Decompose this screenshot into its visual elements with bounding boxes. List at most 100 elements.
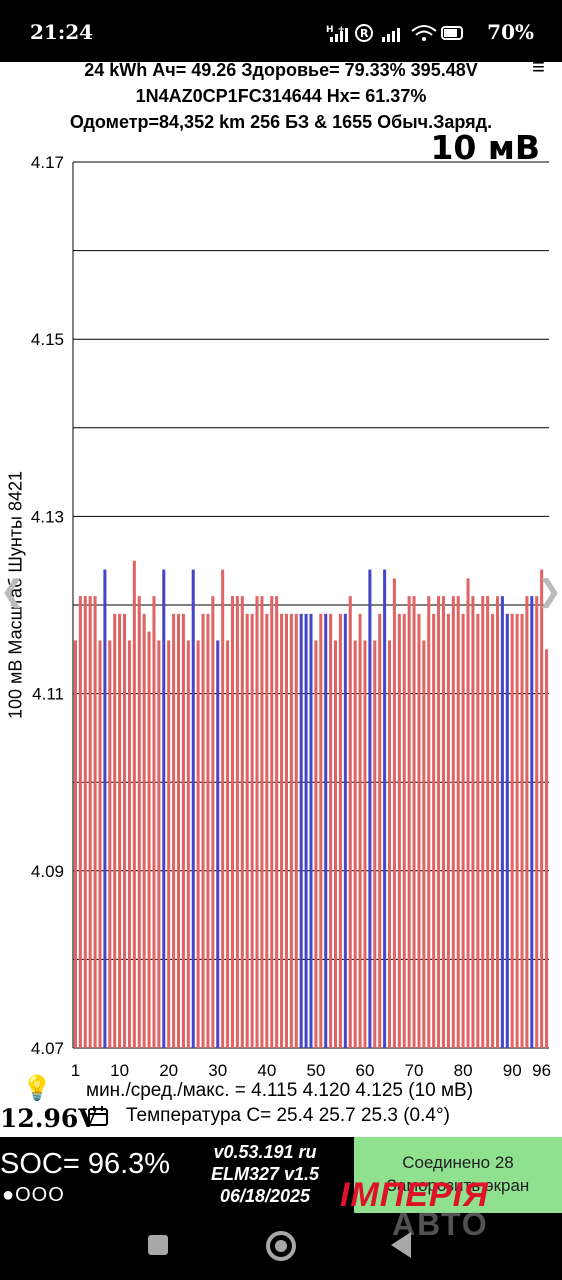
cell-bar[interactable]: [437, 596, 441, 1048]
cell-bar[interactable]: [157, 640, 161, 1048]
cell-bar[interactable]: [417, 613, 421, 1048]
cell-bar[interactable]: [289, 613, 293, 1048]
cell-bar[interactable]: [334, 640, 338, 1048]
cell-bar[interactable]: [378, 613, 382, 1048]
cell-bar[interactable]: [235, 596, 239, 1048]
cell-bar[interactable]: [491, 613, 495, 1048]
cell-bar[interactable]: [176, 613, 181, 1048]
cell-bar[interactable]: [181, 613, 185, 1048]
connect-button[interactable]: [354, 1137, 562, 1213]
lightbulb-icon[interactable]: 💡: [22, 1075, 52, 1102]
cell-voltage-chart[interactable]: 4.17 4.15 4.13 4.11 4.09 4.07 1 10 20 30 40 50 60 70…: [0, 0, 562, 1085]
cell-bar[interactable]: [245, 613, 249, 1048]
cell-bar[interactable]: [147, 631, 151, 1048]
cell-bar[interactable]: [461, 613, 465, 1048]
cell-bar[interactable]: [191, 569, 195, 1048]
cell-bar[interactable]: [495, 596, 499, 1048]
cell-bar[interactable]: [127, 640, 131, 1048]
calendar-icon[interactable]: [88, 1106, 108, 1126]
cell-bar[interactable]: [510, 613, 514, 1048]
cell-bar[interactable]: [118, 613, 122, 1048]
cell-bar[interactable]: [353, 640, 357, 1048]
cell-bar[interactable]: [284, 613, 288, 1048]
cell-bar[interactable]: [226, 640, 230, 1048]
hamburger-menu-icon[interactable]: ≡: [532, 54, 545, 79]
cell-bar[interactable]: [338, 613, 342, 1048]
connection-status[interactable]: Соединено 28: [402, 1153, 514, 1172]
cell-bar[interactable]: [275, 596, 279, 1048]
cell-bar[interactable]: [363, 640, 367, 1048]
cell-bar[interactable]: [515, 613, 519, 1048]
cell-bar[interactable]: [167, 640, 171, 1048]
cell-bar[interactable]: [432, 613, 436, 1048]
cell-bar[interactable]: [545, 649, 549, 1048]
chevron-left-icon[interactable]: ❮: [0, 575, 26, 608]
cell-bar[interactable]: [137, 596, 141, 1048]
cell-bar[interactable]: [280, 613, 284, 1048]
cell-bar[interactable]: [451, 596, 455, 1048]
cell-bar[interactable]: [530, 596, 534, 1048]
cell-bar[interactable]: [123, 613, 127, 1048]
cell-bar[interactable]: [358, 613, 362, 1048]
cell-bar[interactable]: [113, 613, 117, 1048]
cell-bar[interactable]: [88, 596, 92, 1048]
cell-bar[interactable]: [142, 613, 146, 1048]
cell-bar[interactable]: [329, 613, 333, 1048]
cell-bar[interactable]: [466, 578, 470, 1048]
cell-bar[interactable]: [186, 640, 190, 1048]
cell-bar[interactable]: [211, 596, 215, 1048]
cell-bar[interactable]: [407, 596, 411, 1048]
cell-bar[interactable]: [441, 596, 446, 1048]
cell-bar[interactable]: [299, 613, 303, 1048]
cell-bar[interactable]: [270, 596, 274, 1048]
cell-bar[interactable]: [343, 613, 347, 1048]
cell-bar[interactable]: [255, 596, 259, 1048]
cell-bar[interactable]: [412, 596, 416, 1048]
cell-bar[interactable]: [83, 596, 87, 1048]
cell-bar[interactable]: [162, 569, 166, 1048]
cell-bar[interactable]: [196, 640, 200, 1048]
cell-bar[interactable]: [486, 596, 490, 1048]
cell-bar[interactable]: [476, 613, 480, 1048]
cell-bar[interactable]: [201, 613, 205, 1048]
cell-bar[interactable]: [103, 569, 107, 1048]
cell-bar[interactable]: [216, 640, 220, 1048]
recent-apps-icon[interactable]: [148, 1235, 168, 1255]
cell-bar[interactable]: [368, 569, 372, 1048]
cell-bar[interactable]: [456, 596, 460, 1048]
cell-bar[interactable]: [206, 613, 210, 1048]
cell-bar[interactable]: [265, 613, 269, 1048]
cell-bar[interactable]: [505, 613, 509, 1048]
cell-bar[interactable]: [230, 596, 234, 1048]
cell-bar[interactable]: [73, 640, 77, 1048]
home-icon[interactable]: [266, 1231, 296, 1261]
cell-bar[interactable]: [471, 596, 475, 1048]
cell-bar[interactable]: [540, 569, 544, 1048]
cell-bar[interactable]: [324, 613, 328, 1048]
cell-bar[interactable]: [500, 596, 504, 1048]
cell-bar[interactable]: [319, 613, 323, 1048]
cell-bar[interactable]: [525, 596, 529, 1048]
cell-bar[interactable]: [348, 596, 352, 1048]
freeze-screen-button[interactable]: Заморозить экран: [386, 1176, 530, 1195]
cell-bar[interactable]: [397, 613, 401, 1048]
cell-bar[interactable]: [240, 596, 244, 1048]
chevron-right-icon[interactable]: ❯: [536, 575, 562, 608]
page-dots[interactable]: ●OOO: [2, 1184, 65, 1206]
cell-bar[interactable]: [427, 596, 431, 1048]
cell-bar[interactable]: [387, 640, 392, 1048]
cell-bar[interactable]: [383, 569, 387, 1048]
cell-bar[interactable]: [98, 640, 102, 1048]
cell-bar[interactable]: [172, 613, 176, 1048]
cell-bar[interactable]: [260, 596, 264, 1048]
scale-label[interactable]: 10 мВ: [430, 128, 540, 167]
cell-bar[interactable]: [422, 640, 426, 1048]
back-icon[interactable]: [391, 1232, 411, 1258]
cell-bar[interactable]: [309, 613, 313, 1048]
cell-bar[interactable]: [535, 596, 539, 1048]
cell-bar[interactable]: [93, 596, 97, 1048]
cell-bar[interactable]: [132, 560, 136, 1048]
cell-bar[interactable]: [78, 596, 82, 1048]
cell-bar[interactable]: [250, 613, 254, 1048]
cell-bar[interactable]: [446, 613, 450, 1048]
